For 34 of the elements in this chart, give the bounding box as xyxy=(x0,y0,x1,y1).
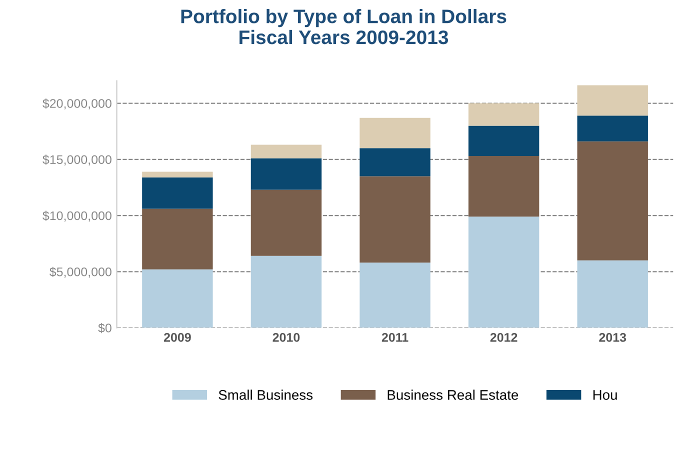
x-tick-label: 2011 xyxy=(382,332,408,342)
bar xyxy=(468,126,540,156)
bar xyxy=(468,156,540,217)
x-tick-label: 2012 xyxy=(490,332,518,342)
legend-label: Small Business xyxy=(218,390,313,400)
bar xyxy=(468,216,540,328)
bar xyxy=(468,103,540,126)
y-tick-label: $20,000,000 xyxy=(42,98,112,110)
bar xyxy=(577,85,648,116)
y-tick-label: $0 xyxy=(98,323,112,334)
bar xyxy=(360,176,430,263)
y-tick-label: $10,000,000 xyxy=(42,210,112,222)
bar xyxy=(250,256,322,328)
bar xyxy=(250,144,322,158)
chart-title: Portfolio by Type of Loan in Dollars Fiscal Years 2009-2013 xyxy=(181,8,506,44)
bar xyxy=(250,190,322,256)
x-tick-label: 2013 xyxy=(599,332,626,342)
bar xyxy=(577,141,648,260)
x-tick-label: 2009 xyxy=(164,332,191,342)
bar xyxy=(577,260,648,328)
y-tick-label: $5,000,000 xyxy=(50,266,112,278)
bar xyxy=(142,177,213,209)
bar xyxy=(142,208,213,270)
bar xyxy=(577,116,648,142)
x-tick-label: 2010 xyxy=(272,332,300,342)
bar xyxy=(360,118,430,148)
y-tick-label: $15,000,000 xyxy=(42,154,112,166)
legend-label: Business Real Estate xyxy=(388,390,518,400)
legend-label: Hou xyxy=(593,390,617,400)
bar xyxy=(360,262,430,328)
bar xyxy=(142,269,213,328)
bar xyxy=(142,172,213,178)
bar xyxy=(250,158,322,190)
bar xyxy=(360,148,430,176)
